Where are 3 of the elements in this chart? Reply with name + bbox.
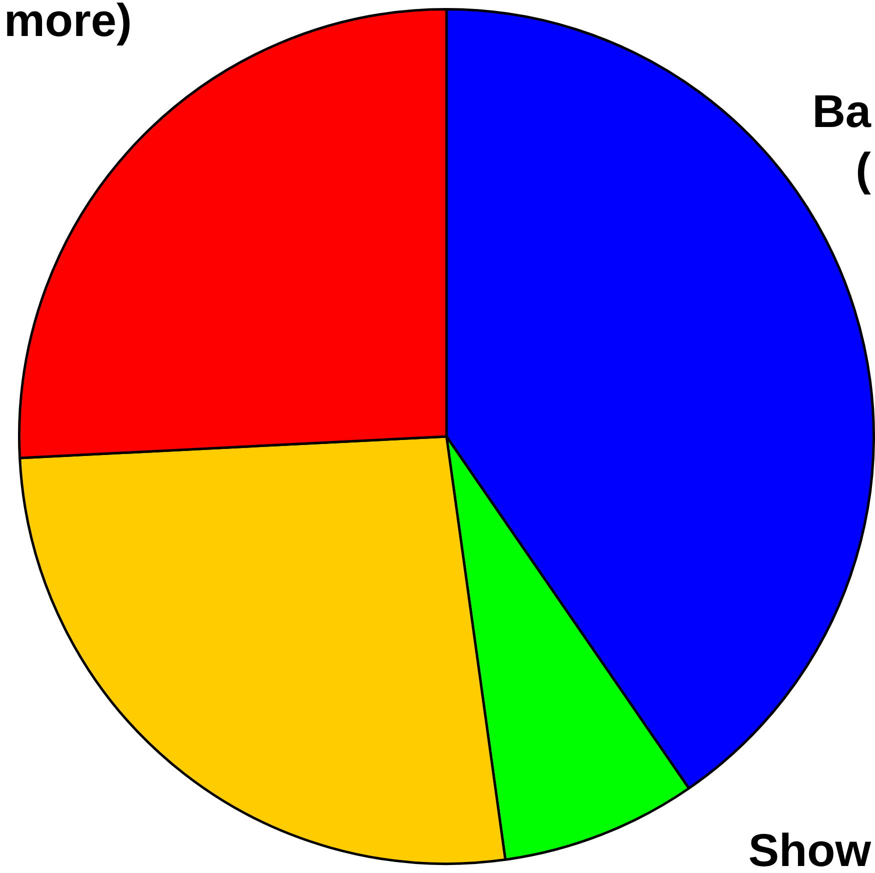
slice-label: Show (748, 824, 872, 873)
slice-label: more) (4, 0, 132, 46)
slice-label: Ba ( (812, 85, 872, 195)
